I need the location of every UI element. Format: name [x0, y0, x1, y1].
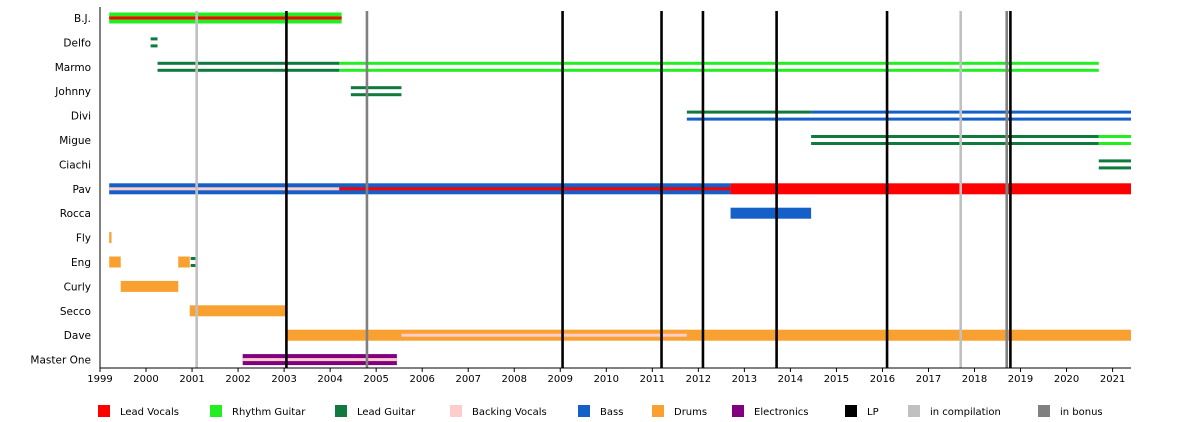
span-ciachi-lead-guitar	[1098, 159, 1131, 163]
span-pav-lead-vocals	[339, 187, 731, 191]
span-curly-drums	[120, 280, 179, 292]
release-lines	[195, 11, 1012, 368]
x-tick-label-2006: 2006	[409, 374, 434, 385]
x-tick-label-2020: 2020	[1054, 374, 1079, 385]
span-eng-drums	[109, 256, 121, 268]
legend-swatch-compilation	[908, 405, 920, 417]
x-axis: 1999 2000 2001 2002 2003 2004 2005 2006 2007 2008…	[87, 7, 1131, 385]
legend-label-lp: LP	[867, 407, 879, 418]
span-marmo-rhythm-guitar	[339, 68, 1099, 72]
span-eng-lead-guitar	[190, 257, 197, 260]
span-migue-rhythm-guitar	[1098, 142, 1131, 145]
span-pav-lead-vocals	[730, 183, 1131, 195]
span-divi-bass	[686, 117, 1131, 121]
legend-label-lead-vocals: Lead Vocals	[120, 407, 179, 418]
span-eng-drums	[178, 256, 190, 268]
span-divi-bass	[811, 110, 1131, 114]
member-label-ciachi: Ciachi	[59, 159, 91, 171]
legend-label-drums: Drums	[674, 407, 707, 418]
legend-swatch-rhythm-guitar	[210, 405, 222, 417]
x-tick-label-2010: 2010	[594, 374, 619, 385]
member-label-fly: Fly	[76, 233, 91, 245]
legend: Lead Vocals Rhythm Guitar Lead Guitar Backi…	[98, 405, 1103, 418]
x-tick-label-2002: 2002	[225, 374, 250, 385]
span-fly-drums	[109, 232, 112, 244]
span-delfo-lead-guitar	[150, 37, 158, 41]
member-label-eng: Eng	[71, 257, 91, 269]
span-dave-backing-vocals	[401, 333, 687, 337]
member-label-divi: Divi	[71, 111, 91, 123]
x-tick-label-2021: 2021	[1100, 374, 1125, 385]
x-tick-label-2016: 2016	[870, 374, 895, 385]
legend-label-bass: Bass	[600, 407, 623, 418]
span-johnny-lead-guitar	[350, 93, 402, 97]
legend-label-backing-vocals: Backing Vocals	[472, 407, 547, 418]
span-migue-lead-guitar	[811, 135, 1099, 138]
member-label-secco: Secco	[60, 306, 91, 318]
member-spans	[109, 12, 1132, 366]
member-labels: B.J. Delfo Marmo Johnny Divi Migue Ciachi Pav Ro…	[30, 13, 91, 367]
x-tick-label-2014: 2014	[778, 374, 803, 385]
span-secco-drums	[189, 305, 287, 317]
span-eng-lead-guitar	[190, 264, 197, 267]
x-tick-label-2013: 2013	[732, 374, 757, 385]
x-tick-label-2012: 2012	[686, 374, 711, 385]
x-tick-label-1999: 1999	[87, 374, 112, 385]
legend-swatch-drums	[652, 405, 664, 417]
span-pav-backing-vocals	[109, 187, 340, 191]
x-tick-label-2018: 2018	[962, 374, 987, 385]
legend-label-lead-guitar: Lead Guitar	[357, 407, 416, 418]
legend-swatch-bonus	[1038, 405, 1050, 417]
legend-label-compilation: in compilation	[930, 407, 1001, 418]
x-tick-label-2017: 2017	[916, 374, 941, 385]
span-rocca-bass	[730, 207, 812, 219]
x-tick-label-2009: 2009	[548, 374, 573, 385]
x-tick-label-2011: 2011	[640, 374, 665, 385]
member-label-pav: Pav	[72, 184, 91, 196]
span-delfo-lead-guitar	[150, 44, 158, 48]
member-label-b-j: B.J.	[74, 13, 91, 25]
x-tick-label-2000: 2000	[133, 374, 158, 385]
member-label-johnny: Johnny	[54, 86, 91, 98]
x-tick-label-2007: 2007	[455, 374, 480, 385]
member-label-curly: Curly	[64, 281, 91, 293]
legend-label-rhythm-guitar: Rhythm Guitar	[232, 407, 306, 418]
span-b-j-lead-vocals	[109, 16, 342, 20]
legend-swatch-bass	[578, 405, 590, 417]
member-label-rocca: Rocca	[60, 208, 91, 220]
x-tick-label-2001: 2001	[179, 374, 204, 385]
x-tick-label-2004: 2004	[317, 374, 342, 385]
member-label-marmo: Marmo	[55, 62, 91, 74]
member-label-dave: Dave	[64, 330, 91, 342]
span-master-one-backing-vocals	[242, 358, 397, 362]
x-tick-label-2008: 2008	[502, 374, 527, 385]
legend-swatch-lead-vocals	[98, 405, 110, 417]
span-marmo-lead-guitar	[157, 61, 340, 65]
span-ciachi-lead-guitar	[1098, 166, 1131, 170]
span-migue-lead-guitar	[811, 142, 1099, 145]
span-migue-rhythm-guitar	[1098, 135, 1131, 138]
legend-label-bonus: in bonus	[1060, 407, 1103, 418]
member-label-master-one: Master One	[30, 355, 91, 367]
member-label-migue: Migue	[59, 135, 91, 147]
span-marmo-lead-guitar	[157, 68, 340, 72]
legend-swatch-lp	[845, 405, 857, 417]
span-divi-lead-guitar	[686, 110, 812, 114]
x-tick-label-2005: 2005	[363, 374, 388, 385]
x-tick-label-2015: 2015	[824, 374, 849, 385]
span-johnny-lead-guitar	[350, 86, 402, 90]
legend-swatch-backing-vocals	[450, 405, 462, 417]
x-tick-label-2019: 2019	[1008, 374, 1033, 385]
legend-swatch-lead-guitar	[335, 405, 347, 417]
legend-label-electronics: Electronics	[754, 407, 809, 418]
legend-swatch-electronics	[732, 405, 744, 417]
span-marmo-rhythm-guitar	[339, 61, 1099, 65]
member-label-delfo: Delfo	[63, 37, 91, 49]
x-tick-label-2003: 2003	[271, 374, 296, 385]
span-dave-drums	[286, 329, 1132, 341]
